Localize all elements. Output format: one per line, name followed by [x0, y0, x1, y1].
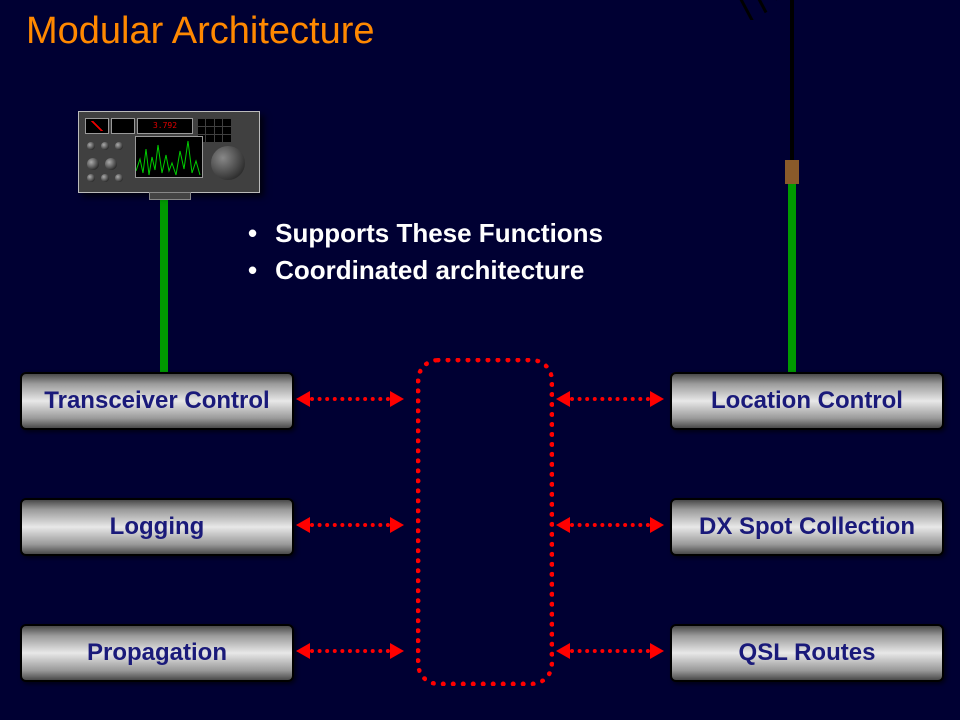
conn-right-1-arrow-right	[650, 517, 664, 533]
module-left-0: Transceiver Control	[20, 372, 294, 430]
conn-right-2-arrow-right	[650, 643, 664, 659]
bullet-text: Supports These Functions	[275, 218, 603, 248]
transceiver-icon: 3.792	[78, 111, 260, 193]
module-left-2-label: Propagation	[87, 639, 227, 666]
conn-left-2-arrow-left	[296, 643, 310, 659]
conn-right-0-arrow-left	[556, 391, 570, 407]
module-right-1: DX Spot Collection	[670, 498, 944, 556]
center-bus-ring	[416, 358, 554, 686]
conn-right-0-arrow-right	[650, 391, 664, 407]
bullet-text: Coordinated architecture	[275, 255, 584, 285]
conn-left-2-arrow-right	[390, 643, 404, 659]
conn-left-0-arrow-left	[296, 391, 310, 407]
conn-left-0-arrow-right	[390, 391, 404, 407]
module-left-2: Propagation	[20, 624, 294, 682]
page-title: Modular Architecture	[26, 10, 375, 53]
conn-left-0-line	[310, 397, 390, 401]
conn-right-1-line	[570, 523, 650, 527]
transceiver-frequency: 3.792	[137, 118, 193, 134]
conn-left-1-arrow-right	[390, 517, 404, 533]
module-left-1: Logging	[20, 498, 294, 556]
module-left-0-label: Transceiver Control	[44, 387, 269, 414]
module-right-1-label: DX Spot Collection	[699, 513, 915, 540]
module-right-0-label: Location Control	[711, 387, 903, 414]
bullet-list: • Supports These Functions • Coordinated ar…	[248, 218, 603, 292]
bullet-item: • Supports These Functions	[248, 218, 603, 249]
conn-left-1-arrow-left	[296, 517, 310, 533]
conn-left-1-line	[310, 523, 390, 527]
module-left-1-label: Logging	[110, 513, 205, 540]
conn-right-2-line	[570, 649, 650, 653]
module-right-2: QSL Routes	[670, 624, 944, 682]
antenna-cable	[788, 184, 796, 372]
transceiver-cable	[160, 197, 168, 372]
conn-right-1-arrow-left	[556, 517, 570, 533]
conn-right-2-arrow-left	[556, 643, 570, 659]
bullet-marker: •	[248, 218, 257, 248]
bullet-marker: •	[248, 255, 257, 285]
bullet-item: • Coordinated architecture	[248, 255, 603, 286]
conn-left-2-line	[310, 649, 390, 653]
conn-right-0-line	[570, 397, 650, 401]
module-right-0: Location Control	[670, 372, 944, 430]
module-right-2-label: QSL Routes	[739, 639, 876, 666]
